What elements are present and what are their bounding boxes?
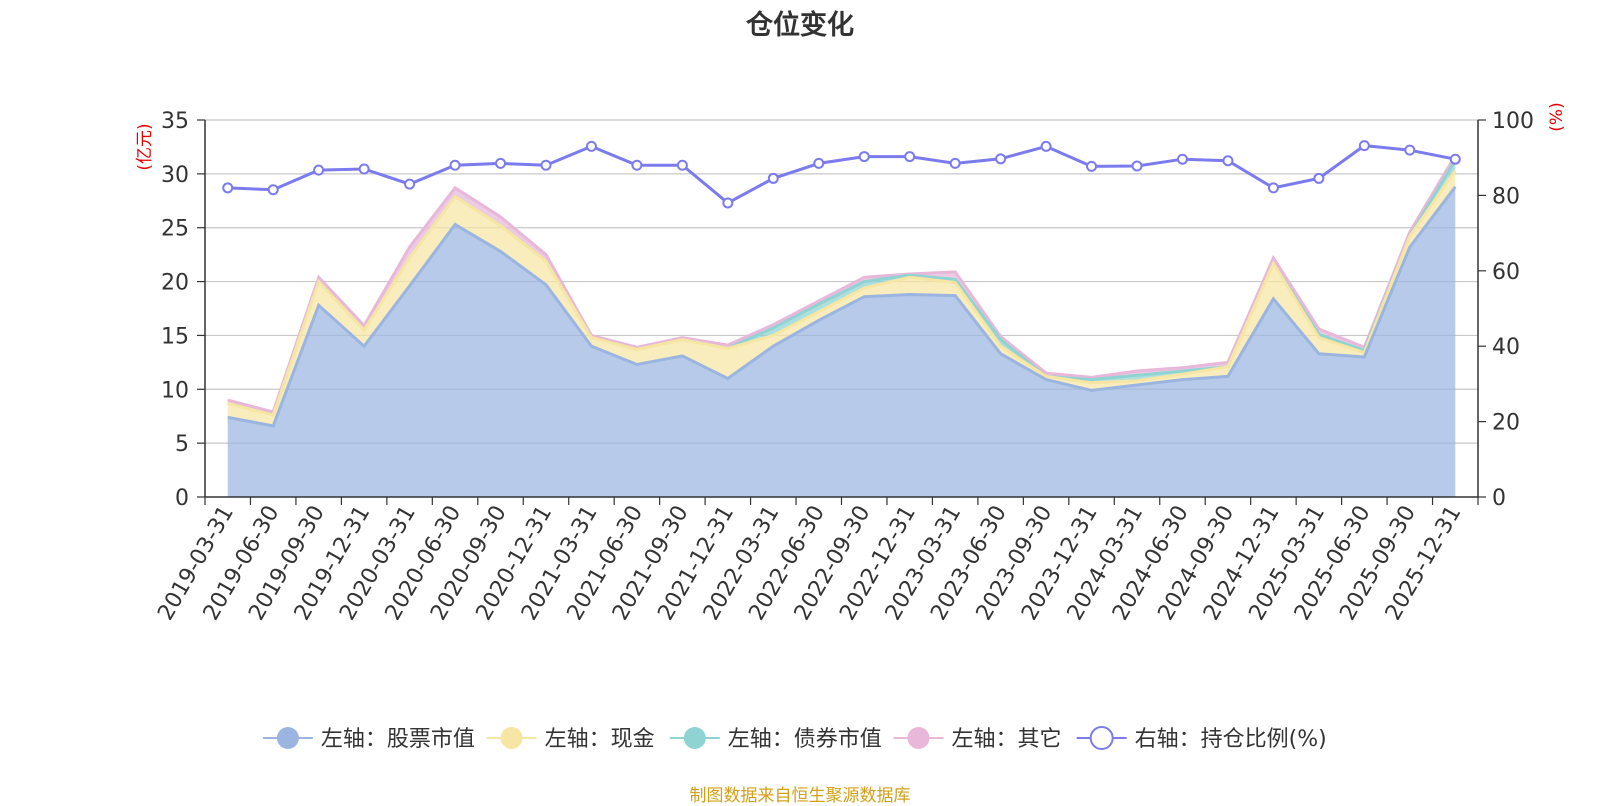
area-edge-左轴：现金 bbox=[227, 169, 1457, 417]
left-tick-label: 5 bbox=[175, 432, 189, 457]
legend-item: 左轴：现金 bbox=[486, 727, 655, 752]
ratio-point bbox=[858, 151, 870, 163]
legend-marker bbox=[276, 727, 299, 749]
legend-item: 左轴：股票市值 bbox=[262, 727, 475, 752]
legend-item: 左轴：债券市值 bbox=[669, 727, 882, 752]
ratio-point bbox=[631, 159, 643, 171]
legend-marker bbox=[1089, 726, 1114, 750]
ratio-point bbox=[540, 159, 552, 171]
ratio-point bbox=[1313, 172, 1325, 184]
ratio-point bbox=[358, 163, 370, 175]
left-tick-label: 35 bbox=[161, 109, 189, 134]
ratio-point bbox=[949, 157, 961, 169]
left-tick-label: 0 bbox=[175, 486, 189, 511]
ratio-point bbox=[722, 197, 734, 209]
ratio-point bbox=[1086, 160, 1098, 172]
area-edge-左轴：其它 bbox=[227, 154, 1457, 414]
legend-item: 左轴：其它 bbox=[893, 727, 1061, 752]
chart-title: 仓位变化 bbox=[745, 9, 854, 41]
legend-marker bbox=[907, 727, 930, 749]
ratio-point bbox=[1222, 155, 1234, 167]
ratio-point bbox=[1404, 144, 1416, 156]
ratio-point bbox=[449, 159, 461, 171]
legend-label: 左轴：其它 bbox=[951, 727, 1061, 752]
right-tick-label: 40 bbox=[1492, 335, 1520, 360]
legend-label: 左轴：债券市值 bbox=[728, 727, 882, 752]
right-tick-label: 20 bbox=[1492, 411, 1520, 436]
legend-item: 右轴：持仓比例(%) bbox=[1076, 726, 1327, 752]
ratio-point bbox=[585, 140, 597, 152]
left-tick-label: 10 bbox=[161, 378, 189, 403]
ratio-point bbox=[1040, 140, 1052, 152]
ratio-point bbox=[1131, 160, 1143, 172]
ratio-line bbox=[227, 144, 1456, 205]
ratio-point bbox=[267, 184, 279, 196]
ratio-point bbox=[813, 157, 825, 169]
ratio-point bbox=[995, 153, 1007, 165]
ratio-point bbox=[313, 164, 325, 176]
ratio-point bbox=[904, 151, 916, 163]
ratio-point bbox=[1449, 153, 1461, 165]
left-axis-unit: (亿元) bbox=[135, 123, 155, 170]
ratio-point bbox=[1358, 140, 1370, 152]
ratio-point bbox=[404, 178, 416, 190]
area-左轴：股票市值 bbox=[227, 186, 1456, 498]
ratio-point bbox=[676, 159, 688, 171]
legend: 左轴：股票市值 左轴：现金 左轴：债券市值 左轴：其它 右轴：持仓比例(%) bbox=[262, 726, 1327, 752]
right-tick-label: 80 bbox=[1492, 184, 1520, 209]
ratio-point bbox=[767, 172, 779, 184]
right-tick-label: 0 bbox=[1492, 486, 1506, 511]
legend-label: 左轴：股票市值 bbox=[321, 727, 475, 752]
legend-label: 左轴：现金 bbox=[545, 727, 655, 752]
left-tick-label: 25 bbox=[161, 217, 189, 242]
right-tick-label: 60 bbox=[1492, 260, 1520, 285]
left-tick-label: 20 bbox=[161, 271, 189, 296]
legend-label: 右轴：持仓比例(%) bbox=[1135, 727, 1327, 752]
left-tick-label: 30 bbox=[161, 163, 189, 188]
right-tick-label: 100 bbox=[1492, 109, 1534, 134]
legend-marker bbox=[683, 727, 706, 749]
stacked-areas bbox=[227, 154, 1457, 498]
ratio-line-series bbox=[222, 140, 1461, 209]
ratio-point bbox=[222, 182, 234, 194]
right-axis-unit: (%) bbox=[1547, 102, 1567, 131]
ratio-point bbox=[1267, 182, 1279, 194]
ratio-point bbox=[1176, 153, 1188, 165]
left-tick-label: 15 bbox=[161, 324, 189, 349]
ratio-point bbox=[495, 157, 507, 169]
data-source-note: 制图数据来自恒生聚源数据库 bbox=[689, 786, 911, 806]
area-edge-左轴：股票市值 bbox=[227, 185, 1457, 428]
legend-marker bbox=[500, 727, 523, 749]
